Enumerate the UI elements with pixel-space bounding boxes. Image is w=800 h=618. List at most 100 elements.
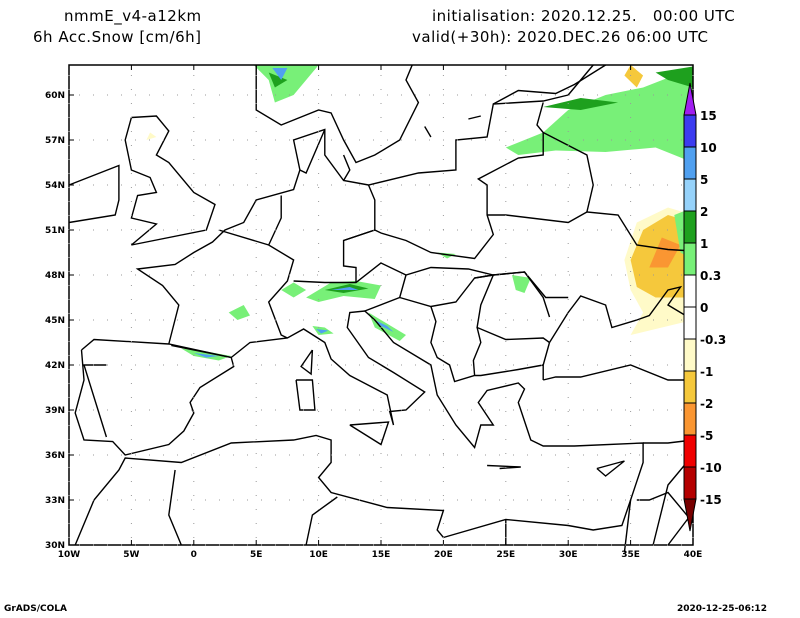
grid-dot <box>681 319 682 321</box>
grid-dot <box>205 409 206 411</box>
grid-dot <box>233 94 234 96</box>
grid-dot <box>505 187 507 188</box>
grid-dot <box>567 467 569 468</box>
grid-dot <box>625 544 626 546</box>
grid-dot <box>567 285 569 286</box>
grid-dot <box>667 139 668 141</box>
grid-dot <box>630 285 632 286</box>
grid-dot <box>177 499 178 501</box>
grid-dot <box>193 327 195 328</box>
snow-area <box>268 72 288 88</box>
grid-dot <box>443 319 444 321</box>
grid-dot <box>380 439 382 440</box>
grid-dot <box>611 499 612 501</box>
grid-dot <box>193 397 195 398</box>
grid-dot <box>387 499 388 501</box>
grid-dot <box>107 454 108 456</box>
grid-dot <box>505 159 507 160</box>
grid-dot <box>255 383 257 384</box>
grid-dot <box>639 364 640 366</box>
grid-dot <box>442 467 444 468</box>
grid-dot <box>567 397 569 398</box>
grid-dot <box>630 467 632 468</box>
grid-dot <box>193 173 195 174</box>
lat-tick-label: 39N <box>45 406 65 416</box>
grid-dot <box>457 544 458 546</box>
grid-dot <box>317 184 318 186</box>
grid-dot <box>345 94 346 96</box>
grid-dot <box>193 369 195 370</box>
grid-dot <box>513 319 514 321</box>
colorbar-label: 0 <box>700 301 708 315</box>
grid-dot <box>193 467 195 468</box>
grid-dot <box>569 319 570 321</box>
grid-dot <box>261 94 262 96</box>
grid-dot <box>149 454 150 456</box>
grid-dot <box>107 499 108 501</box>
colorbar-segment <box>683 210 697 244</box>
coastline-border <box>171 344 232 359</box>
colorbar-label: 2 <box>700 205 708 219</box>
grid-dot <box>639 184 640 186</box>
grid-dot <box>345 454 346 456</box>
grid-dot <box>331 409 332 411</box>
grid-dot <box>505 103 507 104</box>
grid-dot <box>567 89 569 90</box>
grid-dot <box>583 139 584 141</box>
grid-dot <box>345 229 346 231</box>
grid-dot <box>667 364 668 366</box>
grid-dot <box>380 159 382 160</box>
grid-dot <box>569 184 570 186</box>
grid-dot <box>639 139 640 141</box>
grid-dot <box>193 439 195 440</box>
grid-dot <box>499 139 500 141</box>
grid-dot <box>359 364 360 366</box>
grid-dot <box>255 173 257 174</box>
lat-tick-label: 60N <box>45 91 65 101</box>
colorbar-label: 15 <box>700 109 717 123</box>
coastline-border <box>74 310 644 546</box>
grid-dot <box>193 201 195 202</box>
grid-dot <box>130 117 132 118</box>
snow-area <box>146 132 157 140</box>
lat-tick-label: 45N <box>45 316 65 326</box>
grid-dot <box>193 271 195 272</box>
grid-dot <box>653 94 654 96</box>
grid-dot <box>611 454 612 456</box>
grid-dot <box>219 499 220 501</box>
grid-dot <box>639 274 640 276</box>
grid-dot <box>130 453 132 454</box>
grid-dot <box>471 319 472 321</box>
grid-dot <box>359 184 360 186</box>
grid-dot <box>255 495 257 496</box>
grid-dot <box>513 409 514 411</box>
grid-dot <box>681 364 682 366</box>
grid-dot <box>567 523 569 524</box>
grid-dot <box>79 94 80 96</box>
grid-dot <box>68 285 70 286</box>
grid-dot <box>380 103 382 104</box>
grid-dot <box>505 299 507 300</box>
grid-dot <box>255 439 257 440</box>
grid-dot <box>443 454 444 456</box>
grid-dot <box>513 229 514 231</box>
grid-dot <box>380 243 382 244</box>
grid-dot <box>667 319 668 321</box>
grid-dot <box>331 319 332 321</box>
grid-dot <box>513 139 514 141</box>
lat-tick-label: 42N <box>45 361 65 371</box>
grid-dot <box>247 409 248 411</box>
grid-dot <box>555 94 556 96</box>
grid-dot <box>68 159 70 160</box>
grid-dot <box>107 319 108 321</box>
init-time: initialisation: 2020.12.25. 00:00 UTC <box>432 7 736 25</box>
grid-dot <box>107 139 108 141</box>
snow-area <box>543 98 619 110</box>
grid-dot <box>567 383 569 384</box>
grid-dot <box>68 439 70 440</box>
grid-dot <box>233 184 234 186</box>
grid-dot <box>401 184 402 186</box>
grid-dot <box>457 454 458 456</box>
grid-dot <box>318 467 320 468</box>
grid-dot <box>442 285 444 286</box>
